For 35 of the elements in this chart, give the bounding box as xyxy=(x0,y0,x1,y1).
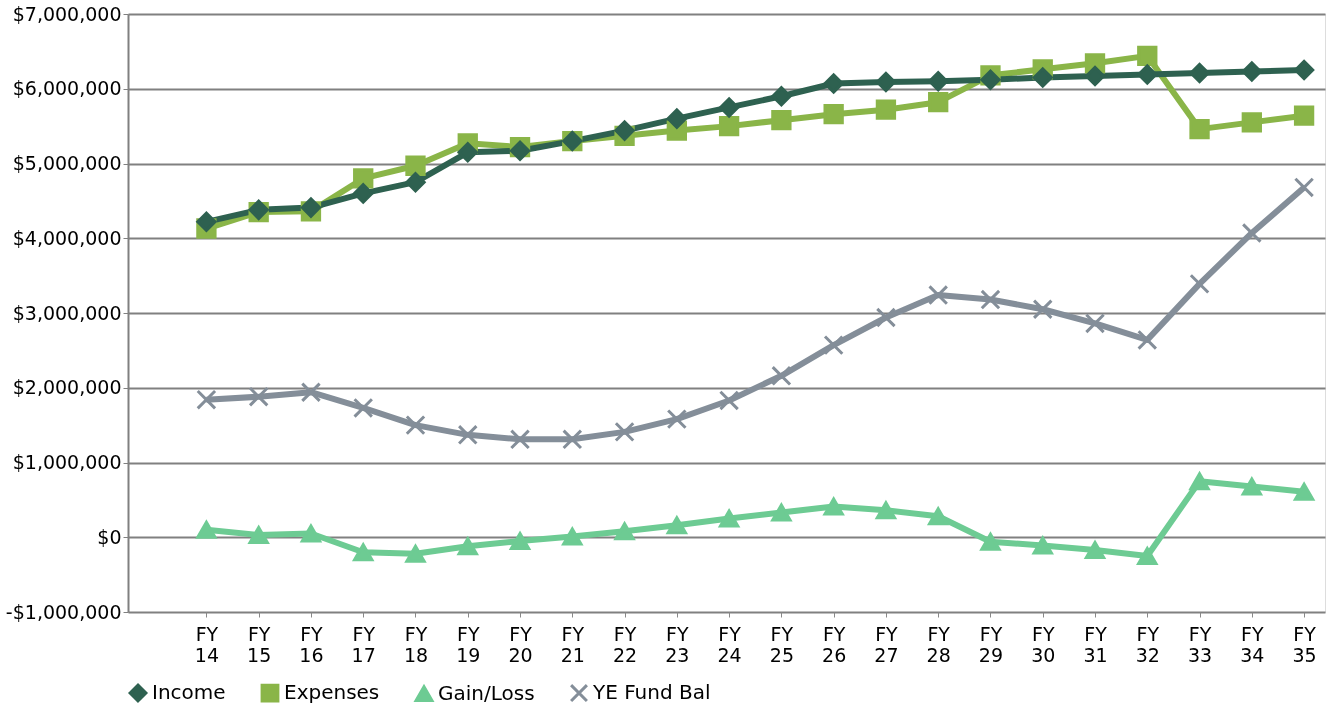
x-tick-label: FY 22 xyxy=(612,622,638,666)
x-tick-label: FY 34 xyxy=(1240,622,1265,666)
y-tick-label: $6,000,000 xyxy=(12,77,122,100)
x-tick-label: FY 17 xyxy=(351,622,376,666)
x-tick-label: FY 27 xyxy=(874,622,899,666)
x-tick-label: FY 35 xyxy=(1292,622,1317,666)
x-tick-label: FY 25 xyxy=(769,622,794,666)
x-tick-label: FY 32 xyxy=(1135,622,1160,666)
x-tick-label: FY 24 xyxy=(717,622,742,666)
legend-label: Gain/Loss xyxy=(438,680,535,705)
x-tick-label: FY 15 xyxy=(247,622,272,666)
x-tick-label: FY 23 xyxy=(665,622,690,666)
x-tick-label: FY 28 xyxy=(926,622,951,666)
x-tick-label: FY 19 xyxy=(456,622,481,666)
x-tick-label: FY 30 xyxy=(1031,622,1056,666)
x-tick-label: FY 16 xyxy=(299,622,324,666)
y-tick-label: $3,000,000 xyxy=(12,301,122,324)
y-tick-label: -$1,000,000 xyxy=(5,600,122,623)
y-tick-label: $1,000,000 xyxy=(12,451,122,473)
y-tick-label: $5,000,000 xyxy=(12,152,122,174)
y-tick-label: $7,000,000 xyxy=(12,2,122,25)
x-tick-label: FY 26 xyxy=(822,622,847,666)
x-tick-label: FY 31 xyxy=(1083,622,1108,666)
legend-label: YE Fund Bal xyxy=(592,680,711,705)
x-tick-label: FY 18 xyxy=(403,622,429,666)
y-tick-label: $2,000,000 xyxy=(12,376,122,399)
x-tick-label: FY 21 xyxy=(560,622,585,666)
x-tick-label: FY 14 xyxy=(194,622,219,666)
legend-label: Income xyxy=(152,680,226,705)
y-tick-label: $4,000,000 xyxy=(12,226,122,249)
y-tick-label: $0 xyxy=(97,525,122,548)
x-tick-label: FY 29 xyxy=(978,622,1004,666)
x-tick-label: FY 20 xyxy=(508,622,533,666)
x-tick-label: FY 33 xyxy=(1187,622,1213,666)
legend-label: Expenses xyxy=(284,680,380,705)
